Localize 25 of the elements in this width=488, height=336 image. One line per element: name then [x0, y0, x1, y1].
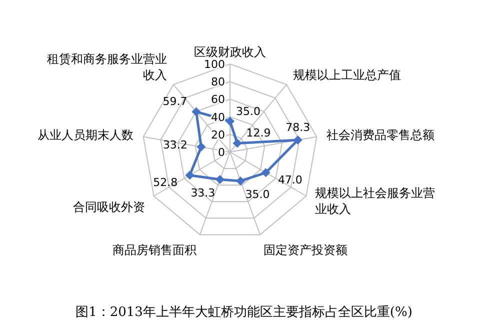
- spoke-label: 规模以上社会服务业营业收入: [314, 186, 435, 216]
- spoke-label: 合同吸收外资: [73, 200, 146, 214]
- caption: 图1：2013年上半年大虹桥功能区主要指标占全区比重(%): [76, 304, 412, 320]
- y-tick-label: 20: [211, 128, 225, 142]
- data-label: 59.7: [162, 95, 188, 108]
- y-tick-label: 0: [218, 146, 225, 159]
- data-label: 12.9: [246, 126, 271, 140]
- spoke-label: 区级财政收入: [194, 45, 266, 59]
- data-label: 35.0: [236, 105, 260, 118]
- y-tick-label: 80: [211, 76, 225, 89]
- spoke-label: 租赁和商务服务业营业收入: [47, 52, 168, 82]
- spoke-label: 固定资产投资额: [264, 243, 348, 258]
- data-label: 33.2: [162, 138, 188, 152]
- spoke-label: 商品房销售面积: [112, 243, 196, 258]
- spoke-label: 从业人员期末人数: [37, 128, 134, 142]
- data-label: 33.3: [190, 186, 216, 200]
- spoke-label: 规模以上工业总产值: [292, 68, 401, 82]
- data-label: 78.3: [286, 121, 310, 134]
- data-label: 47.0: [278, 174, 302, 187]
- data-label: 52.8: [153, 176, 178, 190]
- spoke-label: 社会消费品零售总额: [326, 128, 435, 142]
- y-tick-label: 100: [204, 58, 225, 71]
- y-tick-label: 40: [211, 110, 225, 124]
- y-tick-label: 60: [211, 93, 225, 106]
- data-label: 35.0: [245, 188, 270, 202]
